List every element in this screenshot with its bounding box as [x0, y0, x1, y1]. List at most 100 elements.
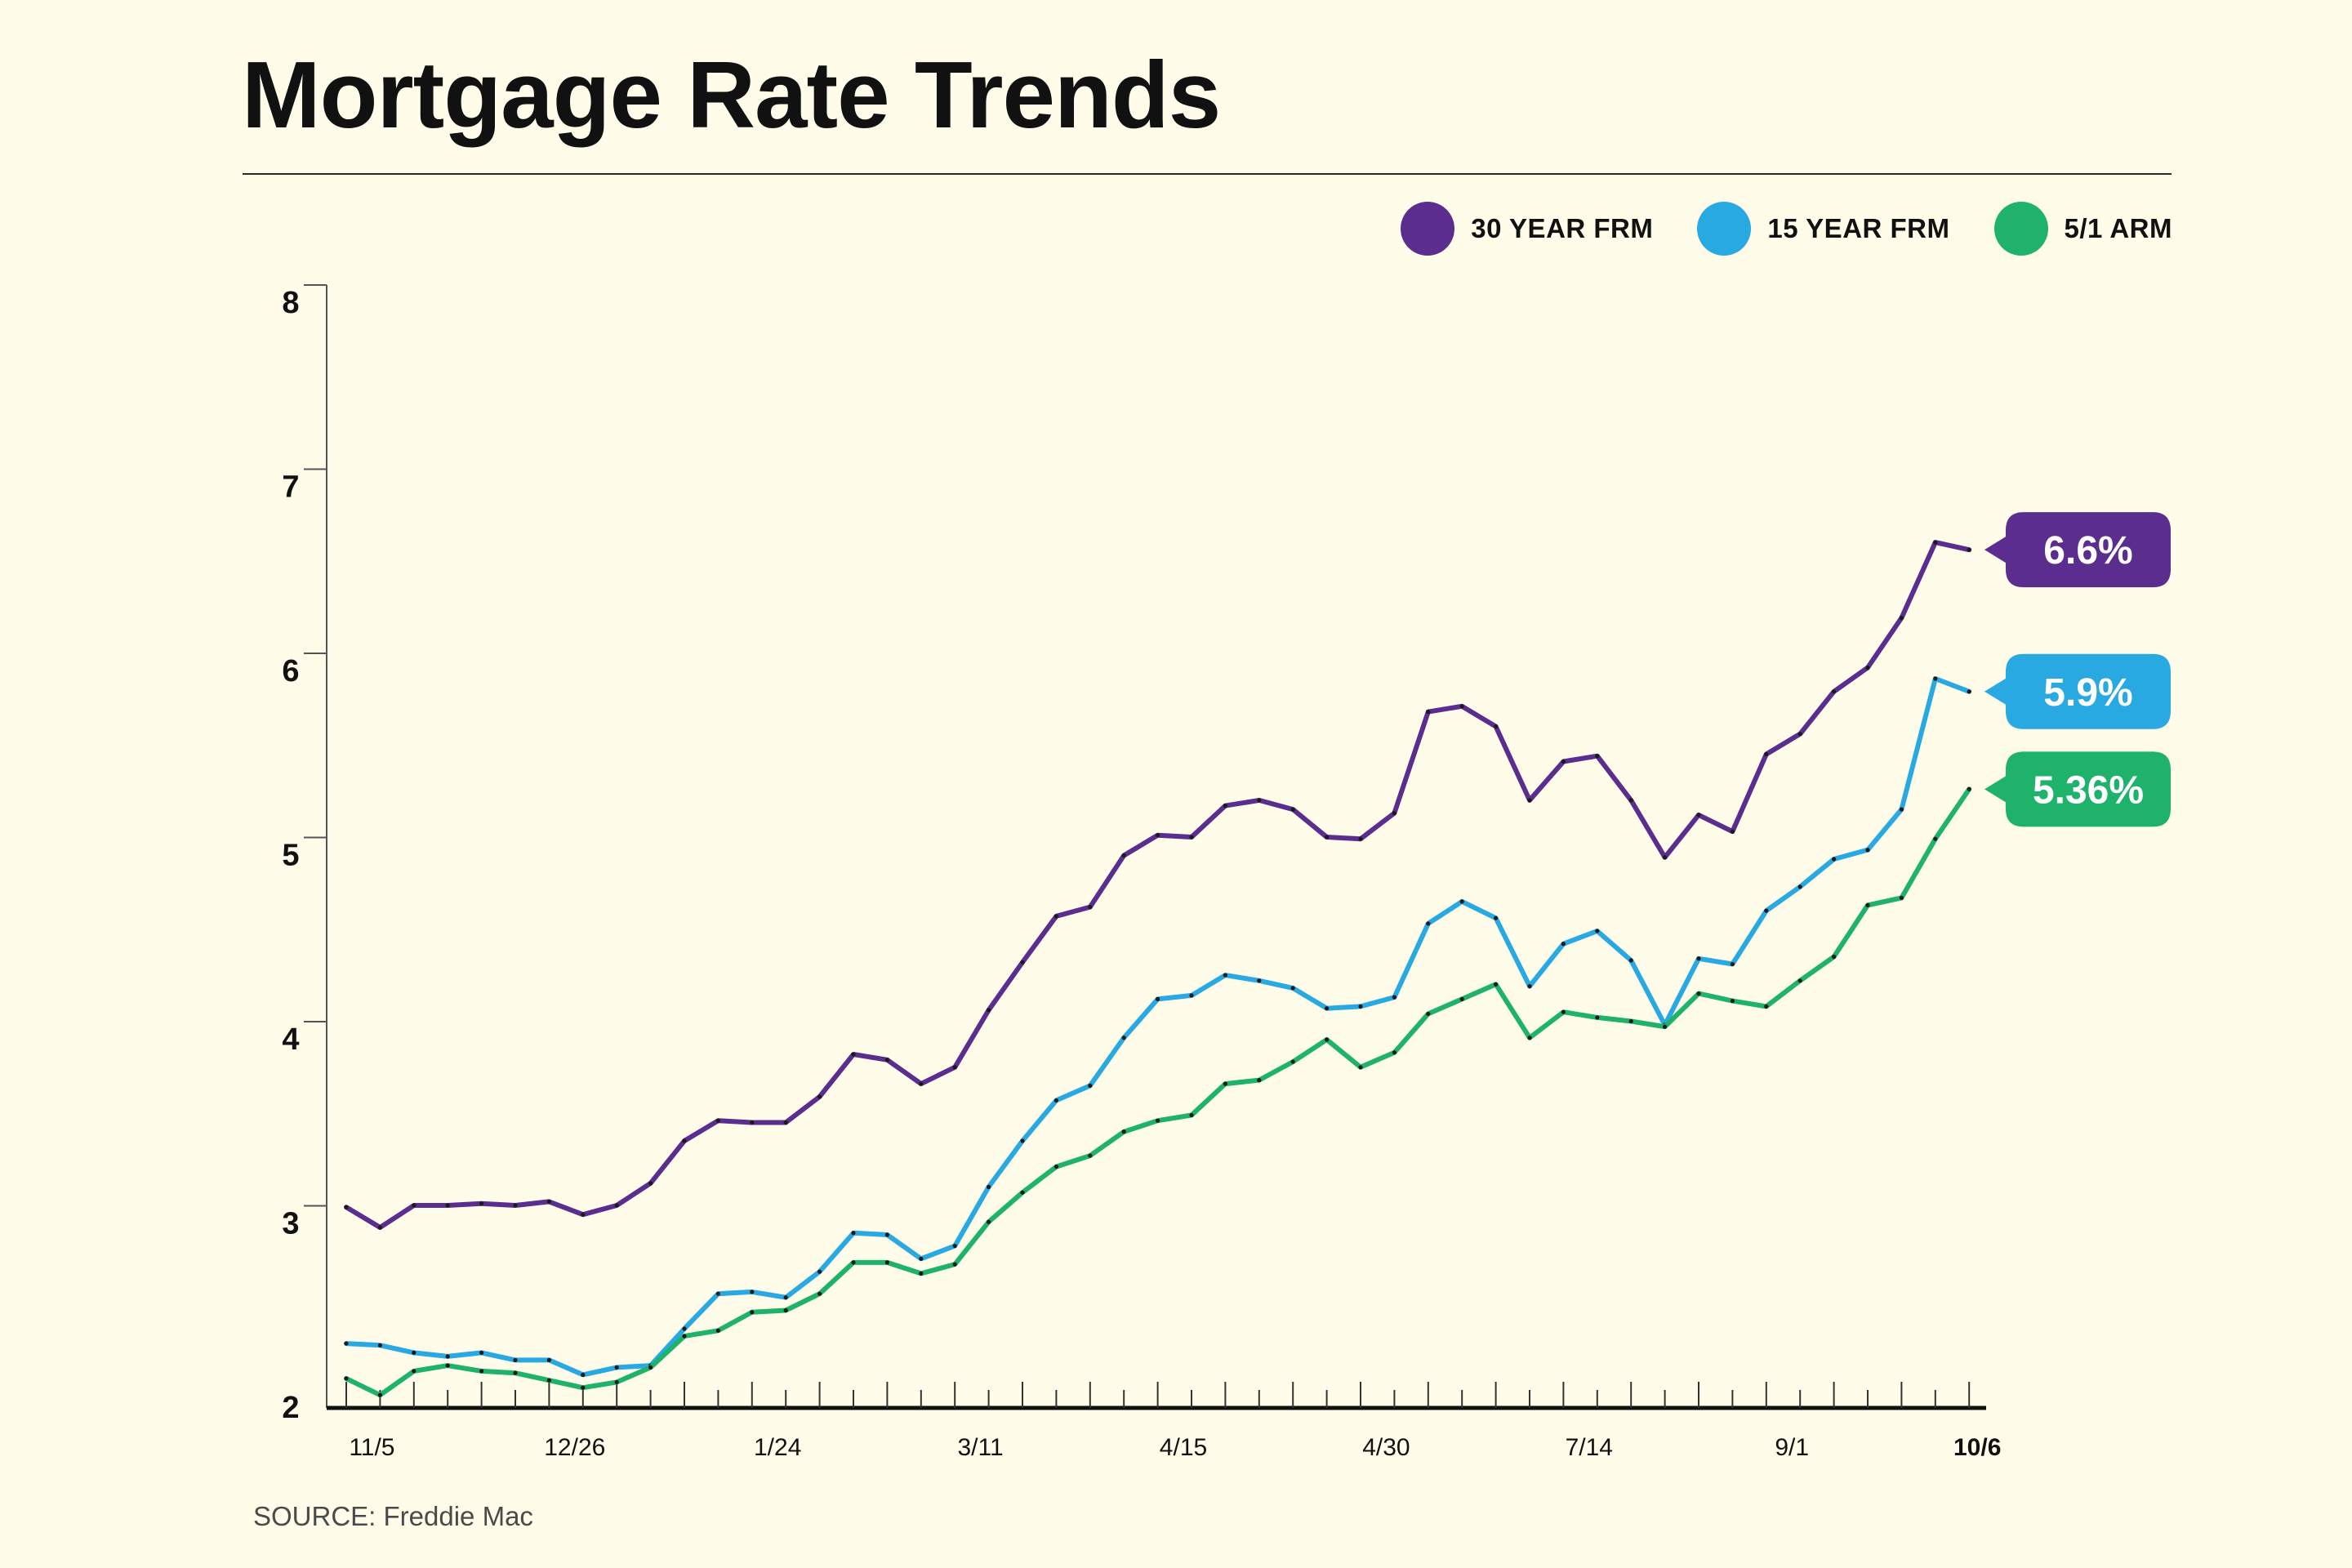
- y-tick-label: 7: [282, 470, 299, 505]
- data-point: [1088, 1153, 1093, 1158]
- data-point: [817, 1291, 822, 1296]
- data-point: [1459, 899, 1464, 904]
- data-point: [1730, 999, 1735, 1004]
- data-point: [1933, 836, 1938, 841]
- data-point: [1899, 616, 1904, 621]
- data-point: [1527, 1036, 1532, 1040]
- data-point: [783, 1307, 788, 1313]
- x-tick-label: 1/24: [754, 1434, 801, 1461]
- end-value-callout-2: [1984, 653, 2171, 729]
- data-point: [513, 1357, 518, 1362]
- data-point: [1595, 929, 1600, 933]
- data-point: [1628, 798, 1633, 803]
- data-point: [1358, 836, 1363, 841]
- data-point: [1290, 986, 1295, 991]
- data-point: [952, 1243, 957, 1249]
- data-point: [1156, 996, 1160, 1001]
- data-point: [1121, 853, 1126, 858]
- data-point: [377, 1225, 382, 1230]
- data-point: [1967, 786, 1971, 791]
- data-point: [377, 1392, 382, 1397]
- data-point: [783, 1120, 788, 1125]
- data-point: [952, 1262, 957, 1267]
- legend-label-15-year-frm: 15 YEAR FRM: [1767, 213, 1950, 243]
- data-point: [648, 1181, 653, 1186]
- data-point: [1797, 978, 1802, 983]
- data-point: [750, 1310, 755, 1315]
- y-tick-label: 8: [282, 286, 299, 320]
- source-note: SOURCE: Freddie Mac: [253, 1501, 533, 1531]
- data-point: [1967, 547, 1971, 552]
- data-point: [479, 1369, 484, 1374]
- data-point: [1561, 759, 1566, 764]
- data-point: [1663, 855, 1668, 860]
- data-point: [715, 1328, 721, 1333]
- data-point: [1865, 902, 1870, 907]
- data-point: [1967, 689, 1971, 694]
- x-tick-label: 3/11: [958, 1434, 1004, 1461]
- data-point: [344, 1205, 349, 1209]
- data-point: [412, 1350, 416, 1355]
- data-point: [1764, 1004, 1769, 1009]
- x-tick-label: 4/15: [1160, 1434, 1207, 1461]
- data-point: [919, 1256, 924, 1261]
- data-point: [1494, 982, 1499, 987]
- data-point: [546, 1199, 552, 1205]
- data-point: [750, 1290, 755, 1294]
- y-tick-label: 4: [282, 1022, 299, 1057]
- data-point: [1121, 1036, 1126, 1040]
- legend-item-30-year-frm: 30 YEAR FRM: [1401, 202, 1653, 256]
- data-point: [1020, 1138, 1025, 1143]
- data-point: [1426, 921, 1431, 926]
- data-point: [851, 1052, 856, 1057]
- data-point: [987, 1008, 991, 1013]
- data-point: [1189, 993, 1194, 998]
- data-point: [884, 1232, 889, 1237]
- data-point: [614, 1379, 619, 1385]
- data-point: [1020, 960, 1025, 964]
- data-point: [851, 1260, 856, 1265]
- data-point: [1358, 1065, 1363, 1070]
- y-tick-label: 6: [282, 654, 299, 688]
- data-point: [750, 1120, 755, 1125]
- data-point: [1257, 798, 1262, 803]
- data-point: [1054, 1098, 1058, 1103]
- data-point: [412, 1203, 416, 1208]
- data-point: [1832, 689, 1837, 694]
- data-point: [1054, 914, 1058, 919]
- data-point: [952, 1065, 957, 1070]
- y-tick-label: 5: [282, 839, 299, 873]
- data-point: [1054, 1164, 1058, 1169]
- data-point: [614, 1203, 619, 1208]
- data-point: [1290, 1059, 1295, 1064]
- data-point: [1696, 956, 1701, 961]
- end-value-callout-3: [1984, 751, 2171, 827]
- data-point: [1189, 1112, 1194, 1118]
- data-point: [1933, 540, 1938, 545]
- data-point: [1561, 1009, 1566, 1014]
- data-point: [1392, 811, 1396, 816]
- series-line-3: [344, 786, 1972, 1398]
- page-title: Mortgage Rate Trends: [242, 42, 1221, 148]
- data-point: [1392, 1050, 1396, 1055]
- data-point: [1933, 676, 1938, 681]
- y-tick-label: 3: [282, 1207, 299, 1241]
- end-value-label-2: 5.9%: [2043, 671, 2132, 715]
- data-point: [581, 1385, 586, 1390]
- legend-label-5-1-arm: 5/1 ARM: [2064, 213, 2172, 243]
- data-point: [344, 1341, 349, 1346]
- data-point: [1121, 1129, 1126, 1134]
- data-point: [614, 1365, 619, 1370]
- data-point: [1797, 732, 1802, 737]
- data-point: [1730, 829, 1735, 834]
- data-point: [682, 1326, 687, 1331]
- data-point: [1832, 954, 1837, 960]
- data-point: [1628, 1018, 1633, 1024]
- data-point: [1156, 1118, 1160, 1123]
- data-point: [344, 1376, 349, 1381]
- data-point: [445, 1354, 450, 1359]
- data-point: [1257, 978, 1262, 983]
- data-point: [1797, 884, 1802, 889]
- data-point: [884, 1058, 889, 1062]
- data-point: [1088, 905, 1093, 910]
